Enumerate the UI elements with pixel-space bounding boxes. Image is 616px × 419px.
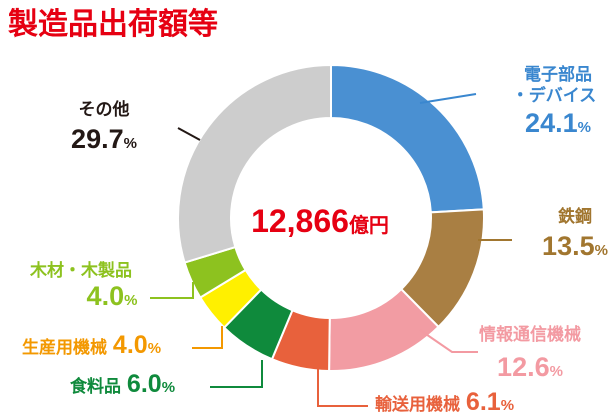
slice-7-leader-line	[150, 282, 194, 299]
slice-8-arc	[177, 63, 332, 264]
center-total-value: 12,866	[251, 203, 349, 239]
center-total: 12,866億円	[251, 203, 389, 239]
slice-1-name-line-2: ・デバイス	[512, 85, 597, 106]
slice-8-unit: %	[124, 135, 137, 152]
slice-8-leader-line	[177, 127, 201, 141]
donut-slices	[177, 63, 485, 373]
slice-2-unit: %	[595, 242, 608, 259]
slice-6-leader-line	[192, 326, 223, 349]
slice-1-value-label: 24.1%	[525, 108, 591, 138]
slice-7-name: 木材・木製品	[29, 260, 132, 281]
slice-2-name: 鉄鋼	[558, 206, 592, 227]
slice-4-value: 6.1	[466, 388, 501, 416]
slice-5-unit: %	[162, 379, 175, 396]
slice-1-unit: %	[578, 119, 591, 136]
slice-1-name-line-1: 電子部品	[524, 64, 592, 85]
slice-6-label: 生産用機械 4.0%	[22, 331, 161, 359]
slice-5-name: 食料品	[70, 376, 127, 397]
slice-3-leader-line	[419, 329, 478, 353]
slice-7-unit: %	[124, 292, 137, 309]
slice-5-label: 食料品 6.0%	[70, 370, 175, 398]
slice-3-value-label: 12.6%	[497, 352, 563, 382]
slice-3-unit: %	[550, 363, 563, 380]
slice-6-value: 4.0	[113, 331, 148, 359]
slice-7-value: 4.0	[87, 281, 125, 311]
slice-6-name: 生産用機械	[22, 337, 113, 358]
slice-8-name: その他	[79, 99, 130, 120]
slice-4-unit: %	[501, 397, 514, 414]
slice-2-value-label: 13.5%	[542, 231, 608, 261]
chart-title: 製造品出荷額等	[8, 7, 218, 42]
slice-5-leader-line	[210, 360, 263, 388]
slice-6-unit: %	[148, 340, 161, 357]
slice-1-arc	[330, 63, 485, 214]
center-total-unit: 億円	[349, 213, 389, 237]
slice-2-value: 13.5	[542, 231, 595, 261]
slice-4-name: 輸送用機械	[375, 394, 466, 415]
slice-8-value: 29.7	[71, 124, 124, 154]
slice-3-name: 情報通信機械	[479, 324, 581, 345]
slice-1-leader-line	[419, 93, 477, 104]
slice-3-value: 12.6	[497, 352, 550, 382]
slice-8-value-label: 29.7%	[71, 124, 137, 154]
slice-4-label: 輸送用機械 6.1%	[375, 388, 514, 416]
leader-lines	[150, 93, 512, 407]
slice-7-value-label: 4.0%	[87, 281, 138, 311]
slice-5-value: 6.0	[127, 370, 162, 398]
slice-4-leader-line	[317, 368, 368, 407]
slice-1-value: 24.1	[525, 108, 578, 138]
